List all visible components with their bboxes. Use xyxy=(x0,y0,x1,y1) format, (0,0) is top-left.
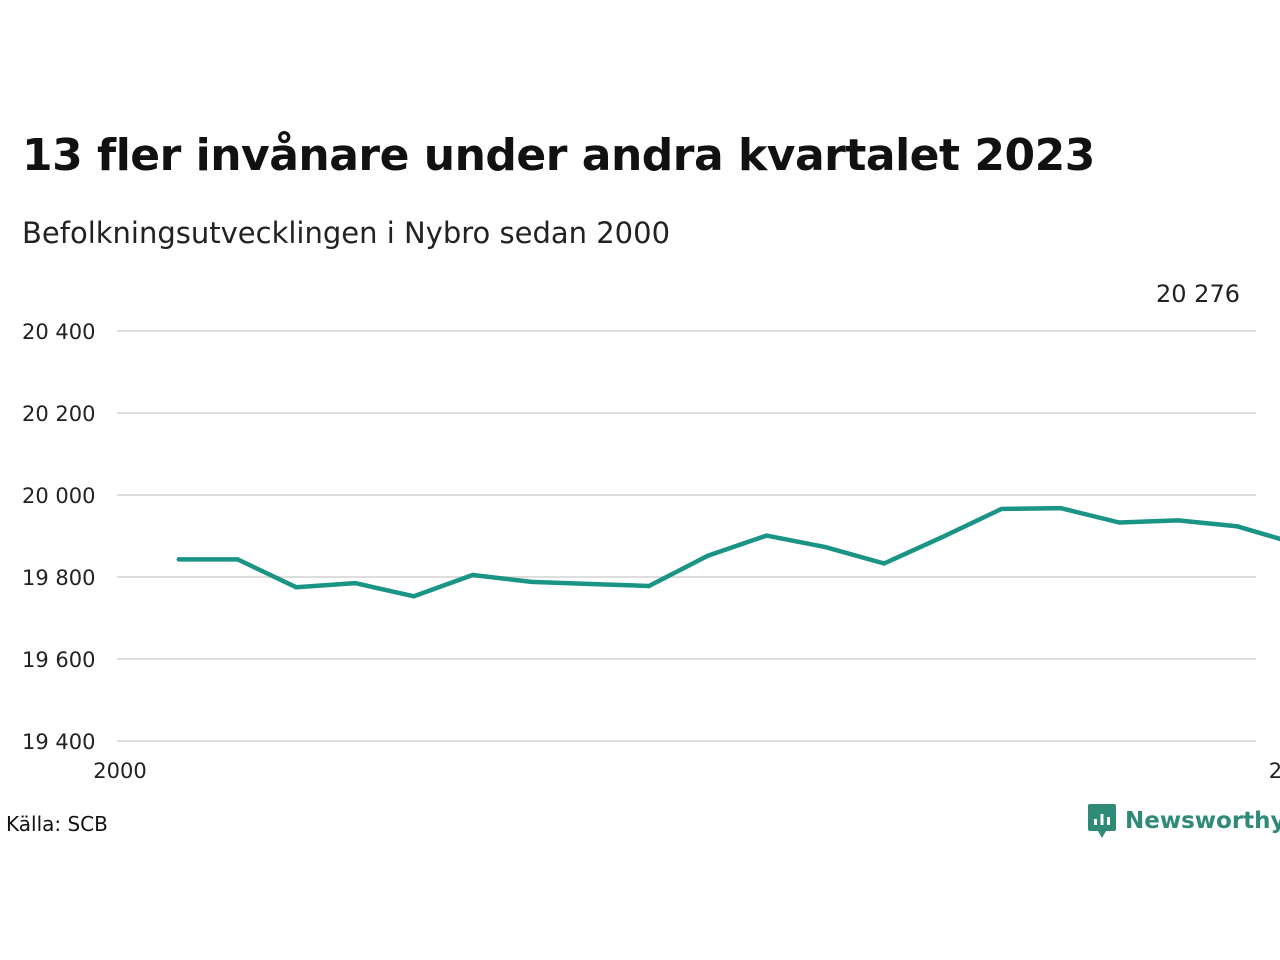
x-tick-label: 2005 xyxy=(1269,759,1280,783)
data-point xyxy=(1058,505,1063,511)
newsworthy-logo-icon xyxy=(1088,804,1116,838)
last-value-annotation: 20 276 xyxy=(1156,280,1240,308)
source-note: Källa: SCB xyxy=(6,812,108,836)
newsworthy-logo: Newsworthy xyxy=(1087,803,1280,839)
data-point xyxy=(1234,523,1239,529)
data-point xyxy=(881,561,887,566)
data-point xyxy=(235,557,240,562)
chart-title: 13 fler invånare under andra kvartalet 2… xyxy=(22,130,1095,181)
y-tick-label: 20 000 xyxy=(22,484,95,508)
data-point xyxy=(588,581,593,587)
y-tick-label: 19 400 xyxy=(22,730,95,754)
y-tick-label: 19 800 xyxy=(22,566,95,590)
y-tick-label: 20 200 xyxy=(22,402,95,426)
data-point xyxy=(705,553,710,558)
x-tick-label: 2000 xyxy=(93,759,146,783)
series-line xyxy=(176,505,1280,599)
last-value-label: 20 276 xyxy=(1156,280,1240,308)
y-axis-tick-labels: 19 400 19 600 19 800 20 000 20 200 20 400 xyxy=(22,320,95,754)
data-point xyxy=(823,544,828,550)
data-point xyxy=(1116,520,1122,525)
data-point xyxy=(646,583,652,589)
grid-lines xyxy=(117,330,1256,742)
series-layer xyxy=(176,505,1280,599)
y-tick-label: 19 600 xyxy=(22,648,95,672)
y-tick-label: 20 400 xyxy=(22,320,95,344)
x-axis-tick-labels: 20002005201020152020 xyxy=(93,759,1280,783)
data-point xyxy=(470,572,475,578)
data-point xyxy=(764,533,769,538)
data-point xyxy=(940,534,946,540)
data-point xyxy=(176,557,181,562)
data-point xyxy=(529,579,534,585)
data-point xyxy=(294,585,299,590)
data-point xyxy=(999,506,1004,512)
data-point xyxy=(411,594,417,599)
newsworthy-logo-text: Newsworthy xyxy=(1125,808,1280,834)
data-point xyxy=(352,580,358,586)
data-point xyxy=(1175,518,1181,523)
chart-subtitle: Befolkningsutvecklingen i Nybro sedan 20… xyxy=(22,216,671,250)
